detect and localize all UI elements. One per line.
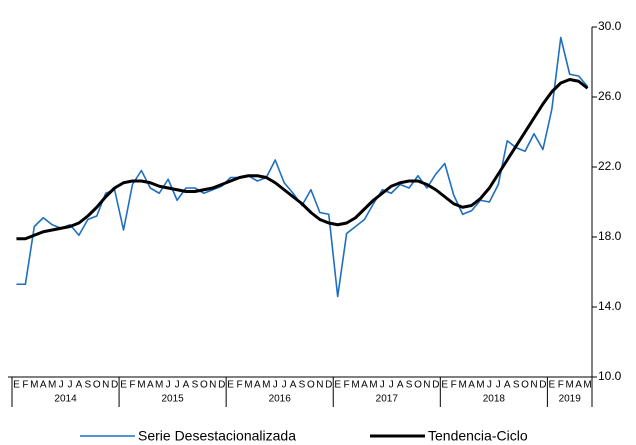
x-tick-label: M xyxy=(566,380,574,391)
x-tick-label: E xyxy=(13,380,20,391)
x-tick-label: O xyxy=(200,380,208,391)
year-label: 2017 xyxy=(376,394,399,405)
x-tick-label: D xyxy=(325,380,332,391)
x-tick-label: A xyxy=(147,380,154,391)
x-tick-label: M xyxy=(262,380,270,391)
y-tick-label: 14.0 xyxy=(598,299,622,313)
x-tick-label: E xyxy=(441,380,448,391)
x-tick-label: N xyxy=(102,380,109,391)
x-tick-label: M xyxy=(155,380,163,391)
y-tick-label: 22.0 xyxy=(598,159,622,173)
x-tick-label: O xyxy=(307,380,315,391)
x-tick-label: O xyxy=(93,380,101,391)
x-tick-label: A xyxy=(575,380,582,391)
x-tick-label: S xyxy=(192,380,199,391)
x-tick-label: J xyxy=(68,380,73,391)
x-tick-label: J xyxy=(282,380,287,391)
x-tick-label: F xyxy=(236,380,242,391)
x-tick-label: A xyxy=(40,380,47,391)
x-tick-label: N xyxy=(209,380,216,391)
x-tick-label: M xyxy=(137,380,145,391)
x-tick-label: A xyxy=(76,380,83,391)
y-tick-label: 26.0 xyxy=(598,89,622,103)
year-label: 2019 xyxy=(559,394,582,405)
x-tick-label: F xyxy=(558,380,564,391)
x-tick-label: A xyxy=(468,380,475,391)
x-tick-label: D xyxy=(111,380,118,391)
x-tick-label: J xyxy=(166,380,171,391)
year-label: 2018 xyxy=(483,394,506,405)
x-tick-label: J xyxy=(273,380,278,391)
x-tick-label: J xyxy=(389,380,394,391)
year-label: 2014 xyxy=(54,394,77,405)
x-tick-label: F xyxy=(129,380,135,391)
x-tick-label: M xyxy=(583,380,591,391)
x-tick-label: D xyxy=(539,380,546,391)
x-tick-label: M xyxy=(351,380,359,391)
x-tick-label: O xyxy=(414,380,422,391)
x-tick-label: J xyxy=(487,380,492,391)
x-tick-label: A xyxy=(290,380,297,391)
x-tick-label: M xyxy=(458,380,466,391)
x-tick-label: J xyxy=(175,380,180,391)
x-tick-label: F xyxy=(451,380,457,391)
x-tick-label: E xyxy=(227,380,234,391)
x-tick-label: A xyxy=(361,380,368,391)
x-tick-label: J xyxy=(496,380,501,391)
x-tick-label: J xyxy=(380,380,385,391)
x-tick-label: S xyxy=(406,380,413,391)
x-tick-label: D xyxy=(218,380,225,391)
x-tick-label: S xyxy=(513,380,520,391)
x-tick-label: A xyxy=(183,380,190,391)
x-tick-label: F xyxy=(22,380,28,391)
year-label: 2015 xyxy=(161,394,184,405)
x-tick-label: A xyxy=(254,380,261,391)
x-tick-label: O xyxy=(521,380,529,391)
x-tick-label: N xyxy=(316,380,323,391)
x-tick-label: E xyxy=(549,380,556,391)
y-tick-label: 10.0 xyxy=(598,369,622,383)
x-tick-label: M xyxy=(244,380,252,391)
x-tick-label: A xyxy=(504,380,511,391)
x-tick-label: M xyxy=(30,380,38,391)
y-tick-label: 30.0 xyxy=(598,19,622,33)
x-tick-label: E xyxy=(120,380,127,391)
year-label: 2016 xyxy=(269,394,292,405)
legend-label: Tendencia-Ciclo xyxy=(428,428,528,444)
x-tick-label: E xyxy=(334,380,341,391)
x-tick-label: N xyxy=(423,380,430,391)
legend-label: Serie Desestacionalizada xyxy=(138,428,296,444)
x-tick-label: M xyxy=(369,380,377,391)
x-tick-label: J xyxy=(59,380,64,391)
x-tick-label: M xyxy=(48,380,56,391)
series-line xyxy=(16,78,589,241)
x-tick-label: S xyxy=(85,380,92,391)
x-tick-label: D xyxy=(432,380,439,391)
x-tick-label: N xyxy=(530,380,537,391)
x-tick-label: A xyxy=(397,380,404,391)
x-tick-label: F xyxy=(344,380,350,391)
x-tick-label: M xyxy=(476,380,484,391)
x-tick-label: S xyxy=(299,380,306,391)
y-tick-label: 18.0 xyxy=(598,229,622,243)
